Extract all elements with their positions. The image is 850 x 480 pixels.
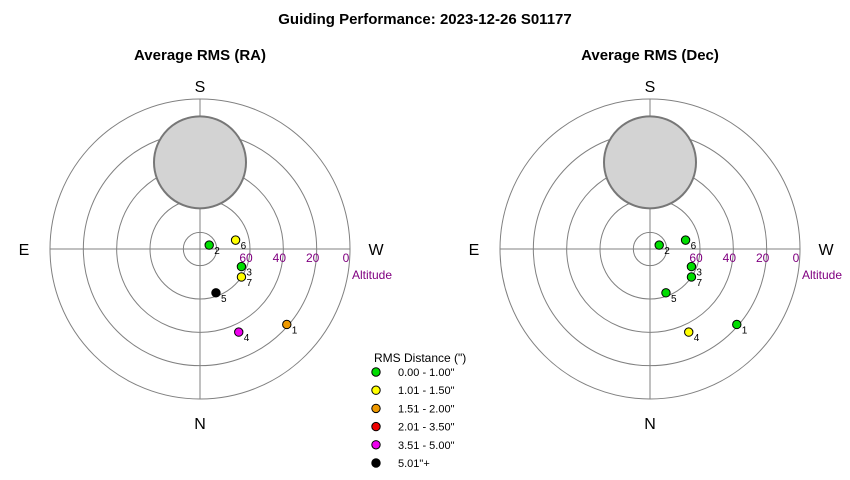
plot-title: Average RMS (Dec)	[581, 47, 719, 64]
data-point	[236, 261, 247, 272]
direction-north: N	[194, 416, 206, 433]
legend-item-label: 3.51 - 5.00"	[398, 440, 455, 452]
point-label: 6	[241, 241, 247, 252]
polar-plots: Average RMS (RA)SNE W60 40 20 0Altitude12345…	[19, 47, 843, 433]
data-point	[230, 235, 241, 245]
legend-item-label: 2.01 - 3.50"	[398, 422, 455, 434]
legend-item-label: 1.51 - 2.00"	[398, 403, 455, 415]
legend-swatch	[371, 421, 381, 432]
data-point	[686, 261, 697, 272]
data-point	[654, 240, 664, 250]
altitude-axis-label: Altitude	[352, 268, 392, 282]
point-label: 1	[742, 325, 748, 336]
altitude-tick-label: 20	[756, 251, 770, 265]
point-label: 2	[664, 246, 670, 257]
point-label: 4	[244, 333, 250, 344]
altitude-tick-label: 60	[689, 251, 703, 265]
legend-swatch	[371, 385, 381, 395]
rms-legend: RMS Distance (") 0.00 - 1.00" 1.01 - 1.50…	[371, 351, 466, 470]
altitude-tick-label: 40	[273, 251, 287, 265]
point-label: 2	[214, 246, 220, 257]
point-label: 7	[246, 278, 252, 289]
legend-swatch	[371, 367, 381, 377]
direction-east: E	[469, 242, 480, 259]
point-label: 5	[671, 294, 677, 305]
excluded-zone	[153, 115, 247, 210]
data-point	[211, 288, 221, 298]
direction-east: E	[19, 242, 30, 259]
point-label: 7	[696, 278, 702, 289]
data-point	[686, 272, 697, 282]
data-point	[236, 272, 247, 282]
altitude-tick-label: 0	[793, 251, 800, 265]
legend-item-label: 5.01"+	[398, 458, 430, 470]
data-point	[732, 319, 742, 330]
point-label: 3	[246, 268, 252, 279]
legend-item-label: 1.01 - 1.50"	[398, 385, 455, 397]
point-label: 6	[691, 241, 697, 252]
legend-swatch	[371, 440, 381, 450]
legend-title: RMS Distance (")	[374, 351, 466, 365]
altitude-tick-label: 60	[239, 251, 253, 265]
direction-west: W	[818, 242, 834, 259]
figure-title: Guiding Performance: 2023-12-26 S01177	[278, 11, 571, 28]
altitude-tick-label: 40	[723, 251, 737, 265]
legend-swatch	[371, 458, 381, 468]
data-point	[684, 327, 694, 337]
point-label: 5	[221, 294, 227, 305]
point-label: 4	[694, 333, 700, 344]
data-point	[661, 288, 671, 298]
data-point	[282, 319, 292, 330]
direction-north: N	[644, 416, 656, 433]
data-point	[204, 240, 214, 250]
data-point	[234, 327, 244, 337]
direction-west: W	[368, 242, 384, 259]
data-point	[680, 235, 691, 245]
direction-south: S	[195, 79, 206, 96]
point-label: 1	[292, 325, 298, 336]
point-label: 3	[696, 268, 702, 279]
legend-swatch	[371, 403, 381, 414]
plot-title: Average RMS (RA)	[134, 47, 266, 64]
direction-south: S	[645, 79, 656, 96]
legend-item-label: 0.00 - 1.00"	[398, 367, 455, 379]
excluded-zone	[603, 115, 697, 210]
altitude-tick-label: 20	[306, 251, 320, 265]
altitude-tick-label: 0	[343, 251, 350, 265]
altitude-axis-label: Altitude	[802, 268, 842, 282]
